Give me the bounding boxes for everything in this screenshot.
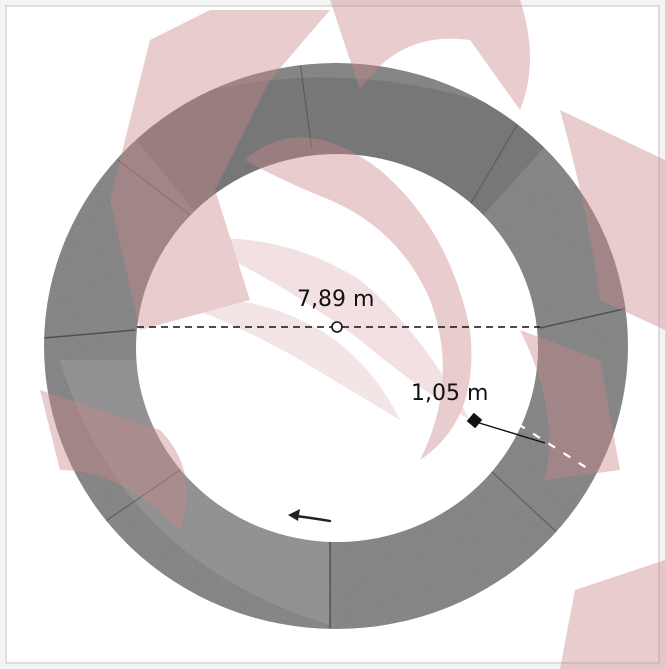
inner-diameter-label: 7,89 m: [297, 287, 374, 312]
ring-width-label: 1,05 m: [411, 381, 488, 406]
arrow-left-icon: [288, 509, 332, 523]
watermark: [40, 0, 665, 669]
diamond-marker-icon: [466, 412, 483, 429]
center-circle-icon: [331, 321, 343, 333]
ring-body: [40, 55, 640, 645]
ring-width-leader-line: [475, 421, 546, 444]
ring-width-dashed-guide: [517, 423, 591, 471]
